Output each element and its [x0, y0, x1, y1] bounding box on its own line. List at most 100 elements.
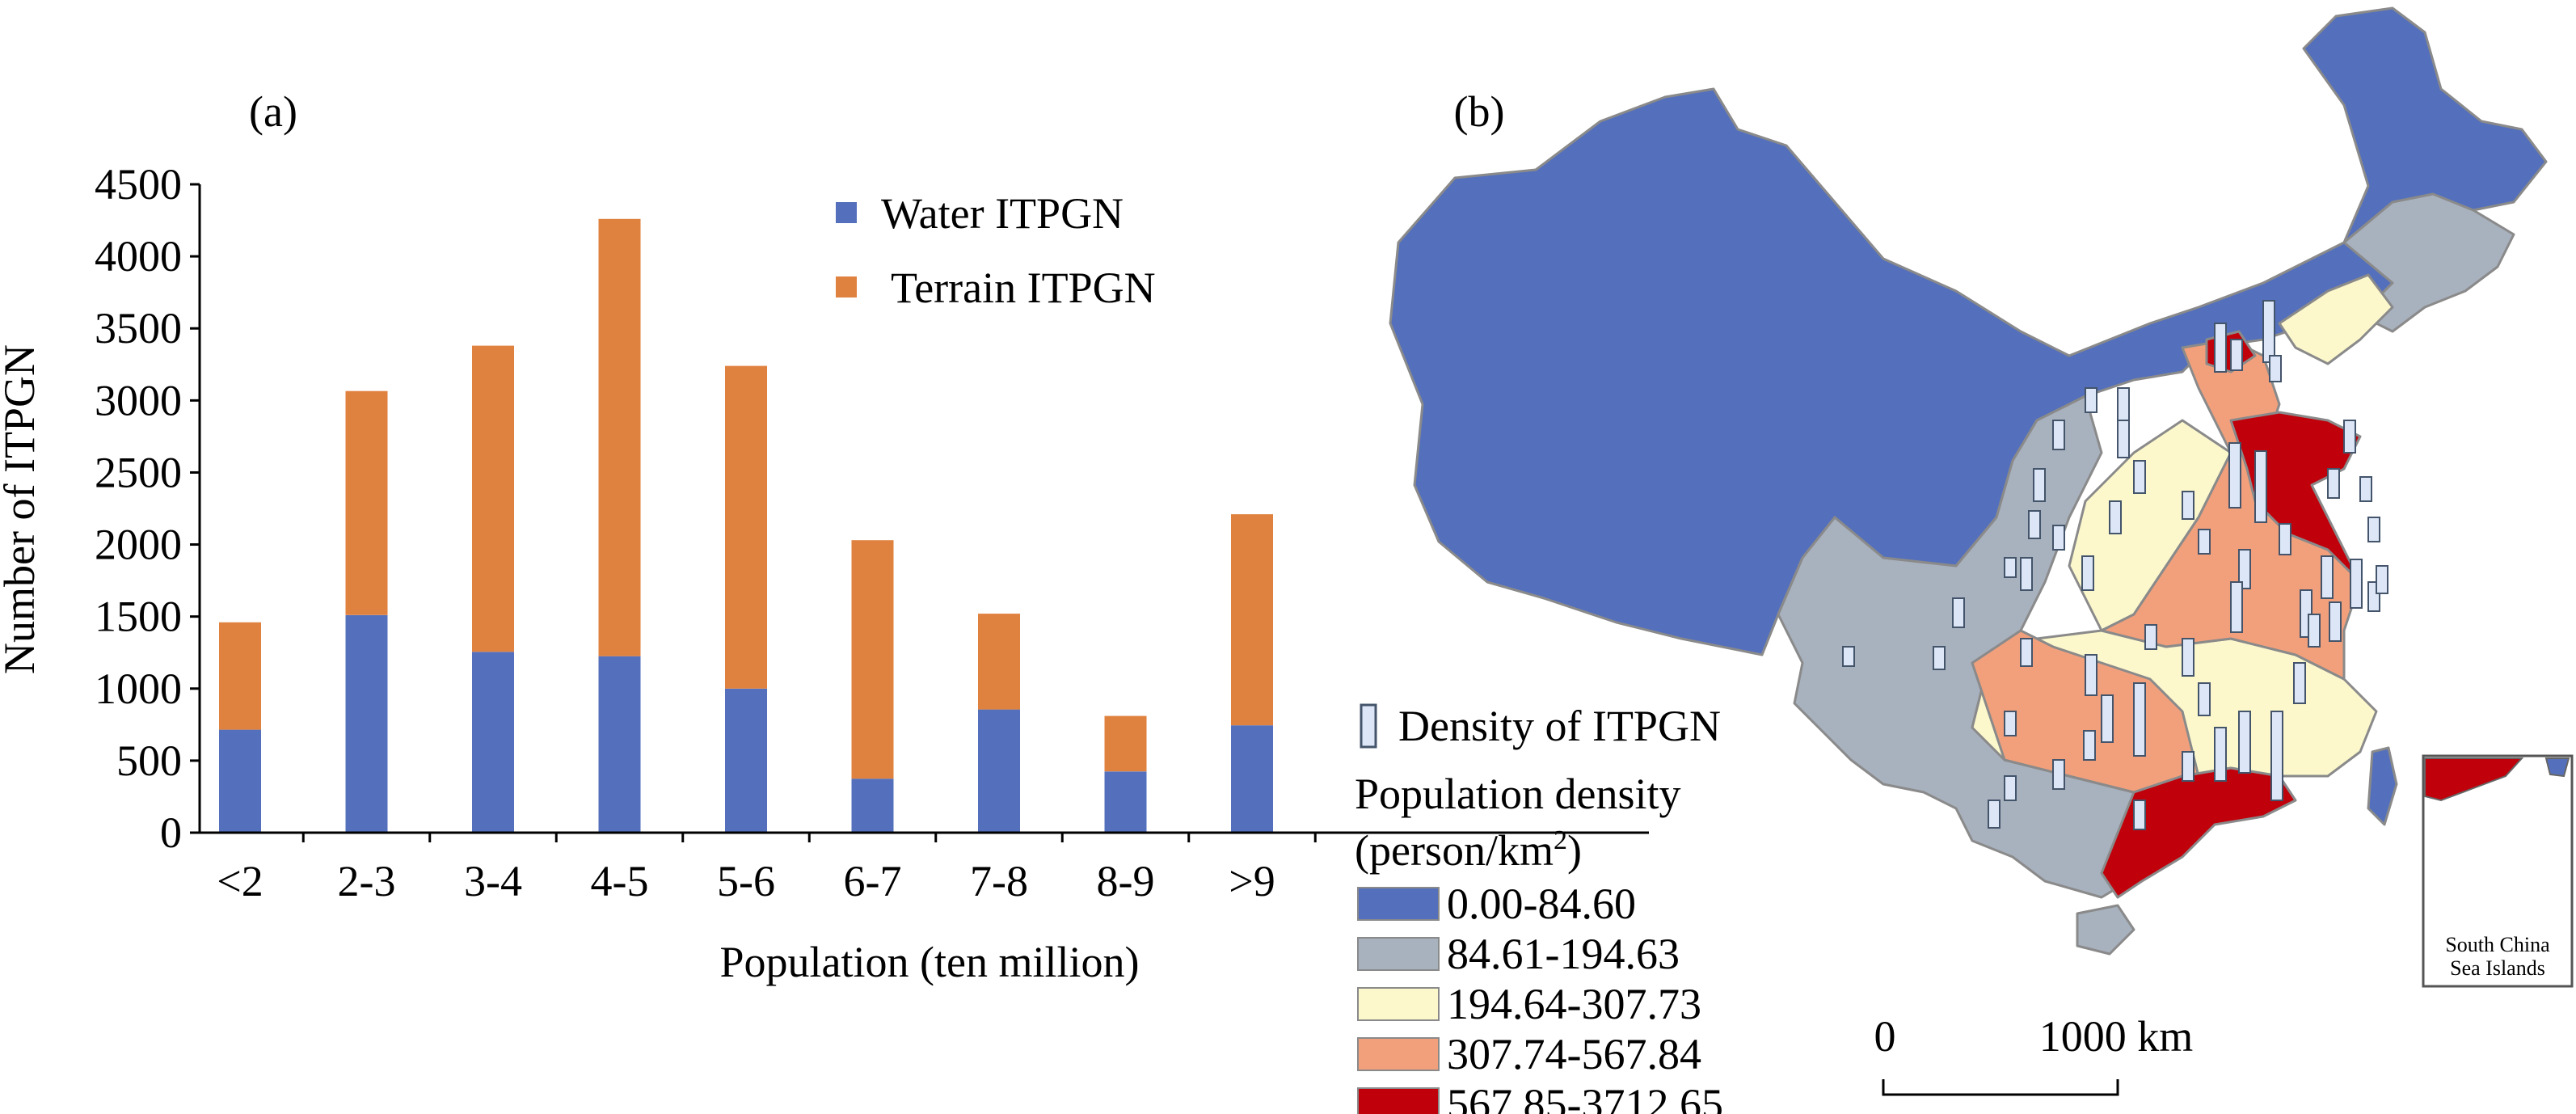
bar-water-3 [598, 656, 641, 833]
map-density-bar-25 [2101, 694, 2114, 743]
x-tick-label-6: 7-8 [970, 857, 1028, 905]
bar-water-8 [1231, 725, 1273, 833]
map-density-bar-52 [2376, 565, 2388, 594]
map-region-low-west [1389, 6, 2548, 656]
x-tick-label-0: <2 [217, 857, 263, 905]
y-tick-label-3: 1500 [95, 593, 182, 641]
y-tick-label-1: 500 [116, 736, 182, 785]
map-density-bar-36 [2004, 775, 2017, 801]
y-tick-label-0: 0 [160, 808, 182, 857]
y-ticks-group: 0 500 1000 1500 2000 2500 3000 3500 4000 4500 [95, 160, 200, 857]
map-density-bar-43 [2033, 468, 2046, 502]
map-density-bar-8 [2254, 450, 2267, 523]
map-density-bar-24 [2020, 638, 2033, 667]
china-map [1389, 6, 2548, 956]
bar-water-6 [978, 709, 1020, 833]
map-density-bar-41 [1842, 646, 1855, 667]
map-density-bar-11 [2279, 523, 2291, 555]
legend-title-line2: (person/km2) [1355, 825, 1582, 875]
map-density-bar-37 [1988, 800, 2001, 829]
bar-terrain-4 [725, 365, 767, 689]
map-density-bar-32 [2182, 751, 2194, 782]
legend-a: Water ITPGN Terrain ITPGN [836, 189, 1156, 312]
map-density-bar-28 [2198, 682, 2211, 716]
panel-a-bar-chart: (a) 0 500 1000 1500 2000 2500 3000 3500 4000 4500… [0, 87, 1649, 986]
map-density-bar-35 [2052, 759, 2065, 790]
map-density-bar-33 [2293, 662, 2306, 704]
map-density-bar-42 [2020, 557, 2033, 591]
map-density-bar-10 [2198, 529, 2211, 555]
inset-coast-blue [2544, 757, 2570, 778]
legend-class-swatch-3 [1357, 1037, 1440, 1071]
map-density-bar-12 [2238, 549, 2251, 589]
inset-coast-red [2424, 757, 2524, 802]
legend-title-close: ) [1567, 826, 1582, 875]
map-density-bar-38 [2133, 800, 2146, 830]
map-density-bar-9 [2182, 491, 2194, 520]
south-china-sea-inset: South China Sea Islands [2422, 754, 2574, 988]
legend-b: Density of ITPGN Population density (per… [1355, 702, 1723, 1114]
y-tick-label-9: 4500 [95, 160, 182, 209]
panel-a-label: (a) [249, 87, 297, 136]
y-tick-label-2: 1000 [95, 665, 182, 713]
scale-bar: 0 1000 km [1874, 1012, 2194, 1096]
map-density-bar-22 [2182, 638, 2194, 677]
map-taiwan-island [2367, 746, 2398, 826]
bars-group [219, 218, 1273, 833]
legend-class-swatch-0 [1357, 887, 1440, 921]
map-density-bar-0 [2214, 323, 2227, 373]
map-density-bar-47 [2004, 557, 2017, 578]
legend-title-line1: Population density [1355, 770, 1681, 818]
map-density-bar-16 [2350, 559, 2363, 609]
x-tick-label-4: 5-6 [717, 857, 775, 905]
x-ticks-group: <2 2-3 3-4 4-5 5-6 6-7 7-8 8-9 >9 [217, 833, 1317, 905]
bar-terrain-8 [1231, 514, 1273, 726]
map-density-bar-50 [2359, 476, 2372, 502]
map-density-bar-14 [2321, 555, 2334, 599]
bar-terrain-5 [851, 540, 894, 779]
bar-water-2 [472, 652, 514, 833]
legend-class-swatch-4 [1357, 1087, 1440, 1114]
map-density-bar-39 [1952, 597, 1965, 628]
bar-terrain-1 [345, 390, 388, 615]
legend-density-bar-swatch [1360, 703, 1377, 749]
panel-b-map: (b) South China Sea Islands [1355, 6, 2574, 1114]
map-density-bar-31 [2270, 711, 2283, 801]
map-density-bar-29 [2214, 727, 2227, 782]
y-tick-label-7: 3500 [95, 304, 182, 352]
bar-water-1 [345, 614, 388, 833]
bar-terrain-2 [472, 345, 514, 652]
scale-bar-line [1882, 1079, 2119, 1096]
map-density-bar-53 [2028, 510, 2041, 539]
legend-label-water: Water ITPGN [881, 189, 1124, 238]
legend-class-label-0: 0.00-84.60 [1447, 880, 1636, 928]
x-axis-label: Population (ten million) [720, 938, 1140, 986]
inset-label-line1: South China [2445, 933, 2550, 956]
map-density-bar-13 [2230, 581, 2243, 633]
legend-density-bar-label: Density of ITPGN [1398, 702, 1721, 750]
map-density-bar-49 [2327, 468, 2340, 499]
bar-terrain-7 [1104, 715, 1147, 772]
legend-class-swatch-1 [1357, 937, 1440, 971]
x-tick-label-1: 2-3 [338, 857, 396, 905]
map-density-bar-6 [2109, 500, 2122, 534]
legend-class-swatch-2 [1357, 987, 1440, 1021]
legend-title-sup: 2 [1554, 825, 1567, 855]
map-density-bar-27 [2133, 682, 2146, 757]
map-density-bar-2 [2230, 339, 2243, 371]
scale-start-label: 0 [1874, 1012, 1896, 1061]
map-density-bar-7 [2228, 442, 2241, 508]
legend-class-label-1: 84.61-194.63 [1447, 930, 1680, 978]
legend-label-terrain: Terrain ITPGN [891, 264, 1156, 312]
panel-b-label: (b) [1454, 87, 1505, 136]
y-tick-label-8: 4000 [95, 232, 182, 281]
map-hainan-island [2076, 904, 2135, 956]
map-density-bar-46 [2117, 387, 2130, 421]
legend-class-label-3: 307.74-567.84 [1447, 1030, 1701, 1078]
y-tick-label-4: 2000 [95, 521, 182, 569]
scale-end-label: 1000 km [2039, 1012, 2194, 1061]
legend-swatch-terrain [836, 276, 857, 297]
y-tick-label-5: 2500 [95, 448, 182, 496]
map-density-bar-45 [2085, 387, 2097, 413]
